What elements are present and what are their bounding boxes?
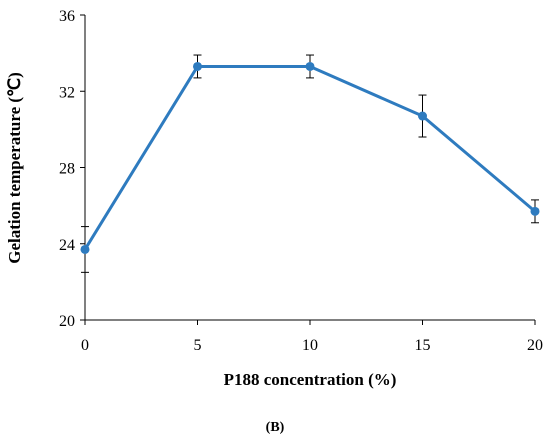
x-tick-label: 0 [81, 337, 89, 354]
y-tick-label: 32 [59, 84, 75, 101]
x-tick-label: 10 [302, 337, 318, 354]
series-line [83, 64, 536, 251]
data-point [193, 61, 202, 71]
data-point [80, 244, 90, 254]
data-point [418, 111, 427, 121]
y-axis-title: Gelation temperature (℃) [5, 72, 24, 264]
x-tick-label: 5 [194, 337, 202, 354]
ticks: 20 24 28 32 36 0 5 10 15 20 [59, 8, 543, 354]
x-tick-label: 20 [527, 337, 543, 354]
y-tick-label: 28 [59, 161, 75, 178]
data-point [530, 206, 540, 216]
y-tick-label: 36 [59, 8, 75, 25]
data-point [305, 61, 315, 71]
y-tick-label: 20 [59, 313, 75, 330]
x-tick-label: 15 [415, 337, 431, 354]
y-tick-label: 24 [59, 237, 75, 254]
series-layer [80, 54, 540, 273]
panel-label: (B) [266, 420, 285, 435]
x-axis-title: P188 concentration (%) [224, 370, 397, 389]
